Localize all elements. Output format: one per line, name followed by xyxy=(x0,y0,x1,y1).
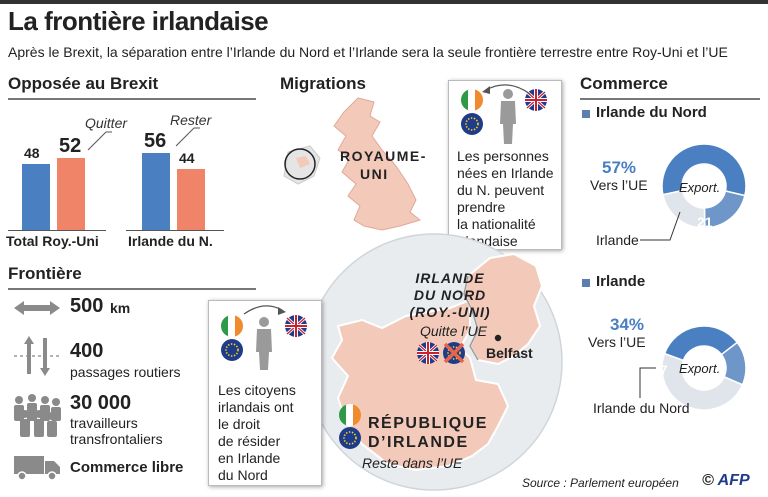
donut-inner-value: 21 xyxy=(697,214,713,230)
free-trade-label: Commerce libre xyxy=(70,459,184,476)
uk-flag-icon xyxy=(417,342,439,364)
donut-pct-caption: Vers l’UE xyxy=(590,177,648,193)
double-arrow-icon xyxy=(14,301,60,315)
donut-slice xyxy=(662,352,744,411)
commerce-ni-title: Irlande du Nord xyxy=(596,104,707,121)
truck-icon xyxy=(14,456,60,481)
category-label: Total Roy.-Uni xyxy=(6,233,99,249)
donut-chart-ni xyxy=(662,143,747,229)
source-note: Source : Parlement européen xyxy=(522,476,679,490)
section-frontiere: Frontière xyxy=(8,264,82,283)
belfast-label: Belfast xyxy=(486,345,533,361)
afp-logo: © AFP xyxy=(702,472,750,489)
arrow-icon xyxy=(243,305,286,315)
section-migrations: Migrations xyxy=(280,74,366,93)
workers-label: transfrontaliers xyxy=(70,431,163,447)
section-rule xyxy=(8,288,256,290)
citizenship-icons xyxy=(221,315,307,370)
donut-chart-roi xyxy=(662,325,747,411)
migration-card-text: Les citoyens irlandais ont le droit de r… xyxy=(218,382,296,483)
ni-status: Quitte l’UE xyxy=(420,323,487,339)
citizenship-icons xyxy=(461,89,547,144)
road-crossings-label: passages routiers xyxy=(70,364,181,380)
eu-flag-icon xyxy=(461,113,483,135)
roi-status: Reste dans l’UE xyxy=(362,455,463,471)
top-rule xyxy=(0,0,768,4)
donut-inner-value: 17 xyxy=(652,362,668,378)
donut-outer-caption: Irlande du Nord xyxy=(593,400,690,416)
series-label-rester: Rester xyxy=(170,112,212,128)
baseline xyxy=(8,230,106,231)
roi-flags xyxy=(339,404,361,449)
donut-pct: 34% xyxy=(610,315,645,334)
uk-label: UNI xyxy=(360,166,389,182)
legend-square xyxy=(582,110,590,118)
eu-flag-crossed-icon xyxy=(443,342,465,364)
section-rule xyxy=(8,98,256,100)
donut-center-label: Export. xyxy=(679,361,721,376)
roi-label: RÉPUBLIQUE D’IRLANDE xyxy=(368,415,488,451)
page-subtitle: Après le Brexit, la séparation entre l’I… xyxy=(8,44,728,60)
quitter-connector xyxy=(87,131,112,151)
donut-slice xyxy=(662,143,747,197)
crossing-arrows-icon xyxy=(14,336,60,376)
frontier-length-value: 500 xyxy=(70,295,104,317)
workers-value: 30 000 xyxy=(70,392,132,414)
legend-square xyxy=(582,279,590,287)
baseline xyxy=(126,230,224,231)
workers-crowd-icon xyxy=(14,394,61,437)
bar-total-rester xyxy=(57,158,85,230)
frontier-length-unit: km xyxy=(110,300,131,316)
bar-value-label: 44 xyxy=(179,150,195,166)
donut-center-label: Export. xyxy=(679,180,721,195)
uk-flag-icon xyxy=(285,315,307,337)
eu-flag-icon xyxy=(339,427,361,449)
uk-map xyxy=(283,97,422,231)
uk-flag-icon xyxy=(525,89,547,111)
workers-label: travailleurs xyxy=(70,415,138,431)
eu-flag-icon xyxy=(221,339,243,361)
ni-flags xyxy=(417,342,465,364)
bar-value-label: 52 xyxy=(59,135,82,157)
person-icon xyxy=(256,317,272,370)
donut-leader-line xyxy=(640,211,681,241)
donut-pct-caption: Vers l’UE xyxy=(588,334,646,350)
donut-outer-caption: Irlande xyxy=(596,232,639,248)
rester-connector xyxy=(175,127,200,147)
irish-flag-icon xyxy=(221,315,243,337)
uk-label: ROYAUME- xyxy=(340,148,427,164)
donut-pct: 57% xyxy=(602,158,637,177)
bar-value-label: 56 xyxy=(144,130,167,152)
page-title: La frontière irlandaise xyxy=(8,6,269,36)
irish-flag-icon xyxy=(339,404,361,426)
category-label: Irlande du N. xyxy=(128,233,213,249)
migration-card-text: Les personnes nées en Irlande du N. peuv… xyxy=(457,148,554,249)
ni-label: IRLANDE DU NORD (ROY.-UNI) xyxy=(409,270,491,320)
bar-total-quitter xyxy=(22,164,50,230)
irish-flag-icon xyxy=(461,89,483,111)
bar-ni-rester xyxy=(142,153,170,230)
section-commerce: Commerce xyxy=(580,74,668,93)
bar-ni-quitter xyxy=(177,169,205,230)
section-rule xyxy=(580,98,760,100)
arrow-icon xyxy=(482,84,531,95)
road-crossings-value: 400 xyxy=(70,340,104,362)
section-brexit: Opposée au Brexit xyxy=(8,74,159,93)
bar-value-label: 48 xyxy=(24,145,40,161)
person-icon xyxy=(500,89,516,144)
donut-leader-line xyxy=(639,367,656,398)
donut-slice xyxy=(662,189,706,229)
series-label-quitter: Quitter xyxy=(85,115,128,131)
commerce-roi-title: Irlande xyxy=(596,273,646,290)
